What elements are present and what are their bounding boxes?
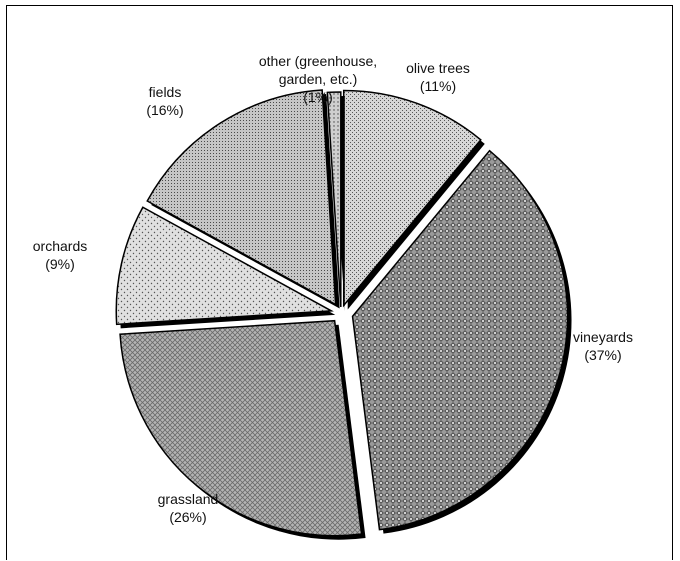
pie-slice	[115, 206, 334, 326]
pie-labels: olive trees (11%) vineyards (37%) grassland(…	[33, 53, 633, 525]
pie-slice	[326, 91, 342, 308]
slice-label: vineyards (37%)	[573, 329, 633, 363]
slice-label: olive trees (11%)	[406, 60, 470, 94]
chart-frame	[6, 5, 673, 560]
pie-slice	[146, 89, 337, 306]
slice-label: other (greenhouse, garden, etc.) (1%)	[259, 53, 377, 105]
slice-label: grassland (26%)	[158, 491, 219, 525]
pie-slice	[342, 89, 482, 308]
pie-slices	[115, 89, 572, 540]
slice-label: fields (16%)	[146, 84, 183, 118]
slice-label: orchards (9%)	[33, 238, 87, 272]
pie-slice	[119, 319, 363, 537]
pie-slice	[351, 149, 569, 531]
